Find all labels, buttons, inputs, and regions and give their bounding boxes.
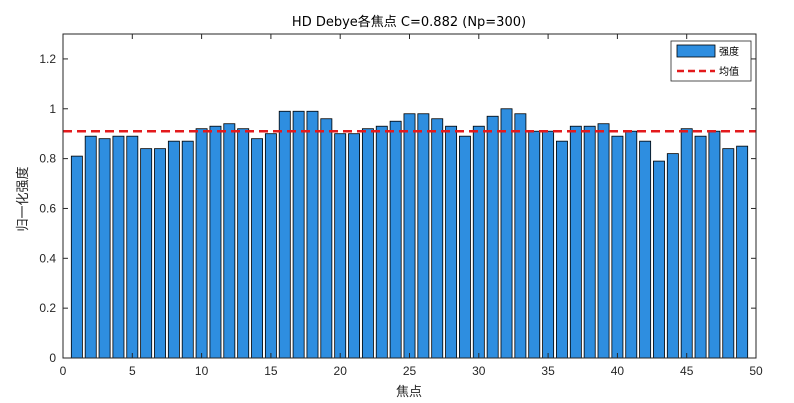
- bar: [445, 125, 458, 359]
- bar: [140, 148, 153, 359]
- bar: [306, 110, 319, 359]
- bar: [84, 135, 97, 359]
- bar: [70, 155, 83, 359]
- x-tick-label: 0: [60, 364, 67, 378]
- legend-label-intensity: 强度: [719, 45, 739, 58]
- x-tick-label: 10: [195, 364, 209, 378]
- bar: [237, 128, 250, 359]
- bar: [680, 128, 693, 359]
- bar: [195, 128, 208, 359]
- x-tick-label: 35: [541, 364, 555, 378]
- bar: [486, 115, 499, 359]
- bar: [348, 133, 361, 359]
- bar: [569, 125, 582, 359]
- bar: [223, 123, 236, 359]
- bar: [126, 135, 139, 359]
- bar: [542, 130, 555, 359]
- y-axis-label: 归一化强度: [15, 166, 31, 231]
- chart-title: HD Debye各焦点 C=0.882 (Np=300): [292, 14, 526, 30]
- bar: [403, 113, 416, 359]
- bar: [154, 148, 166, 359]
- bar: [292, 110, 305, 359]
- bar: [722, 148, 735, 359]
- bar: [653, 160, 665, 359]
- x-tick-label: 40: [611, 364, 625, 378]
- bar: [556, 140, 568, 359]
- y-tick-label: 0.6: [39, 201, 56, 215]
- bar-series: [70, 108, 749, 359]
- bar: [320, 118, 333, 359]
- bar: [708, 130, 721, 359]
- x-axis-label: 焦点: [396, 385, 422, 400]
- bar: [694, 135, 707, 359]
- bar: [472, 125, 485, 359]
- y-tick-label: 0.2: [39, 301, 56, 315]
- y-tick-label: 0.8: [39, 152, 56, 166]
- bar: [666, 153, 679, 359]
- bar: [417, 113, 430, 359]
- bar: [167, 140, 180, 359]
- x-tick-label: 15: [264, 364, 278, 378]
- y-tick-label: 1.2: [39, 52, 56, 66]
- y-tick-label: 1: [49, 102, 56, 116]
- x-tick-label: 30: [472, 364, 486, 378]
- bar: [611, 135, 624, 359]
- x-tick-label: 25: [403, 364, 417, 378]
- y-tick-label: 0.4: [39, 251, 56, 265]
- x-tick-label: 5: [129, 364, 136, 378]
- bar: [389, 120, 402, 359]
- x-tick-label: 20: [334, 364, 348, 378]
- bar: [458, 135, 471, 359]
- bar: [528, 130, 541, 359]
- y-axis-ticks: 0 0.2 0.4 0.6 0.8 1 1.2: [39, 52, 756, 365]
- x-tick-label: 50: [749, 364, 763, 378]
- bar: [209, 125, 222, 359]
- bar: [181, 140, 194, 359]
- y-tick-label: 0: [49, 351, 56, 365]
- bar: [278, 110, 291, 359]
- bar: [597, 123, 610, 359]
- bar: [112, 135, 125, 359]
- bar: [625, 130, 638, 359]
- bar: [500, 108, 513, 359]
- bar: [98, 138, 111, 359]
- bar: [375, 125, 388, 359]
- bar: [431, 118, 444, 359]
- bar: [334, 133, 347, 359]
- x-tick-label: 45: [680, 364, 694, 378]
- legend-label-mean: 均值: [719, 65, 739, 78]
- x-axis-ticks: 0 5 10 15 20 25 30 35 40 45 50: [60, 34, 763, 378]
- bar: [251, 138, 263, 359]
- bar: [264, 133, 277, 359]
- bar: [361, 128, 374, 359]
- bar: [514, 113, 527, 359]
- legend: 强度 均值: [670, 40, 752, 82]
- bar: [736, 145, 749, 359]
- legend-swatch-intensity: [676, 44, 716, 58]
- bar: [583, 125, 596, 359]
- bar: [639, 140, 652, 359]
